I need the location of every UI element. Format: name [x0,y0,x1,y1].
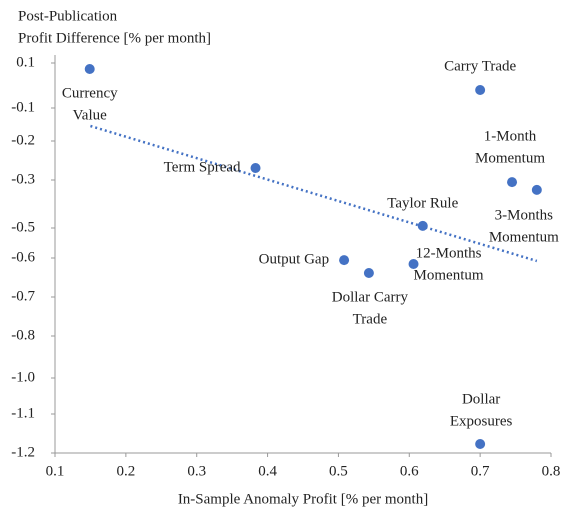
y-tick-label: -0.6 [11,249,35,265]
point-label: Currency [62,85,118,101]
point-label: 3-Months [495,207,554,223]
point-label: Exposures [450,413,513,429]
y-axis-label: Profit Difference [% per month] [18,30,211,46]
x-tick-label: 0.5 [329,463,348,479]
point-label: Output Gap [259,252,329,268]
data-point [531,184,542,195]
trendline [90,124,538,263]
point-label: Dollar Carry [332,289,409,305]
x-tick-label: 0.6 [400,463,419,479]
y-tick-label: -1.2 [11,444,35,460]
data-point [363,268,374,278]
y-axis-label: Post-Publication [18,8,118,24]
point-label: Trade [353,311,388,327]
point-label: Carry Trade [444,58,516,74]
data-point [417,220,428,231]
x-tick-label: 0.4 [258,463,277,479]
x-tick-label: 0.2 [116,463,135,479]
data-point [507,177,518,188]
y-tick-label: -0.1 [11,99,35,115]
y-tick-label: -0.3 [11,171,35,187]
point-label: Momentum [475,151,545,167]
y-tick-label: -0.8 [11,327,35,343]
data-point [250,163,261,173]
y-tick-label: -1.0 [11,369,35,385]
point-label: Dollar [462,391,500,407]
data-point [475,439,486,449]
point-label: Value [73,107,107,123]
data-point [84,64,95,74]
point-label: 12-Months [416,245,482,261]
point-label: 1-Month [484,129,537,145]
point-label: Term Spread [164,159,241,175]
y-tick-label: 0.1 [16,54,35,70]
point-label: Momentum [414,267,484,283]
data-point [339,255,350,266]
x-tick-label: 0.1 [46,463,65,479]
y-tick-label: -0.7 [11,288,35,304]
point-label: Taylor Rule [387,195,458,211]
y-tick-label: -0.2 [11,132,35,148]
y-tick-label: -0.5 [11,219,35,235]
data-point [475,85,486,95]
data-point [408,259,419,269]
y-tick-label: -1.1 [11,405,35,421]
x-axis-label: In-Sample Anomaly Profit [% per month] [178,491,428,507]
x-tick-label: 0.8 [542,463,561,479]
x-tick-label: 0.3 [187,463,206,479]
x-tick-label: 0.7 [471,463,490,479]
point-label: Momentum [489,229,559,245]
